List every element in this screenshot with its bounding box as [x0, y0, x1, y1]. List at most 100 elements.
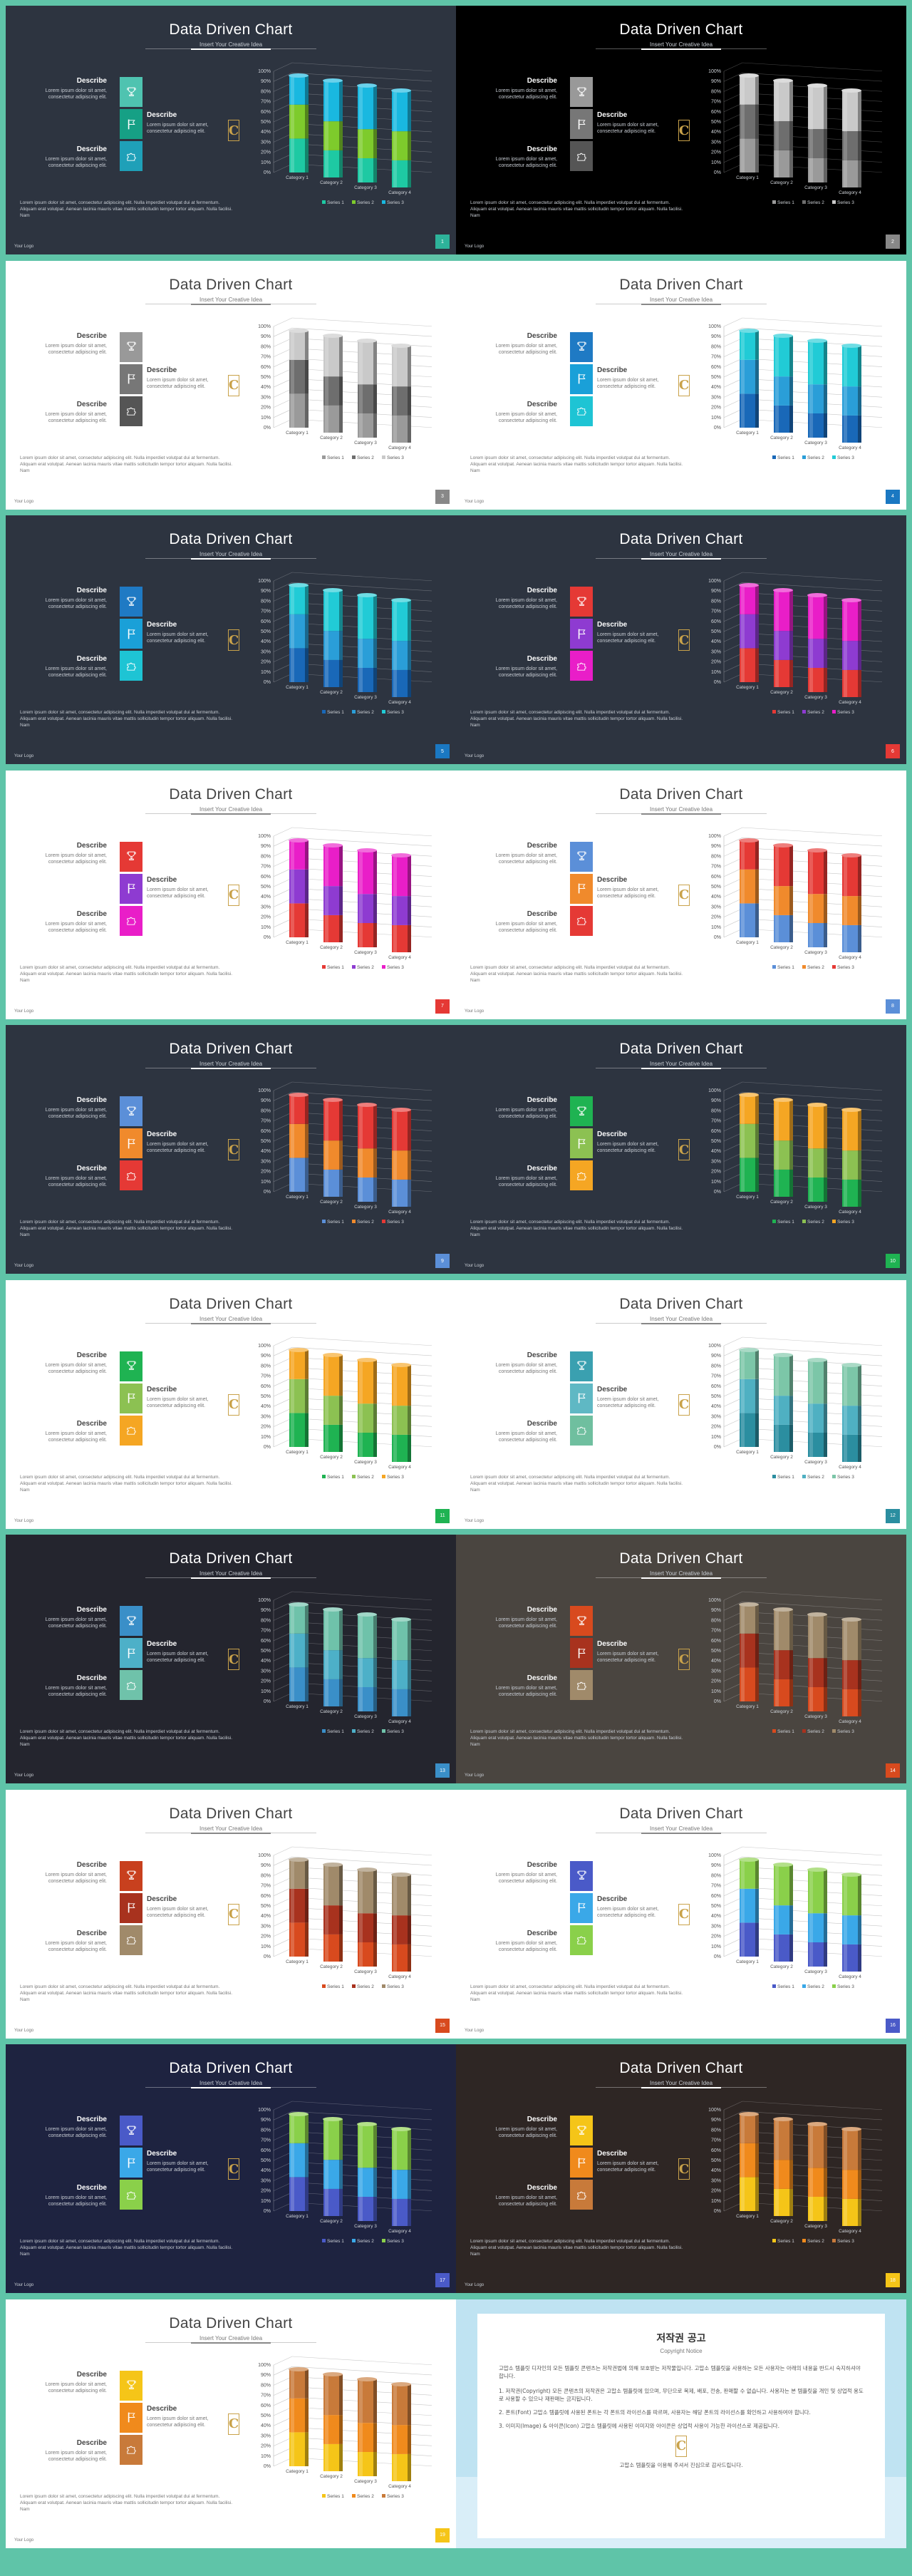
bar-segment-side [373, 129, 377, 158]
trophy-icon-block [570, 841, 593, 872]
legend-swatch [382, 1729, 385, 1733]
category-label: Category 3 [354, 2224, 377, 2229]
describe-heading: Describe [147, 875, 177, 884]
y-tick-label: 50% [711, 2158, 721, 2163]
y-tick-label: 90% [261, 1354, 271, 1359]
title-underline-accent [641, 303, 721, 305]
title-underline-accent [191, 813, 271, 815]
body-paragraph: Lorem ipsum dolor sit amet, consectetur … [20, 200, 233, 218]
describe-text: Lorem ipsum dolor sit amet, consectetur … [45, 1431, 107, 1443]
bar-top [357, 2122, 377, 2126]
y-tick-label: 20% [711, 660, 721, 665]
y-tick-label: 10% [261, 160, 271, 165]
bar-segment-side [858, 131, 861, 160]
flag-icon [128, 1393, 135, 1403]
legend-label: Series 1 [327, 965, 344, 970]
grid-line-depth [273, 928, 293, 937]
bar-segment-highlight [325, 845, 328, 886]
describe-text: Lorem ipsum dolor sit amet, consectetur … [45, 1872, 107, 1884]
flag-icon-block [120, 873, 142, 904]
bar-segment-highlight [359, 2168, 363, 2197]
slide-title: Data Driven Chart [619, 1805, 743, 1822]
legend-label: Series 3 [837, 1729, 854, 1734]
legend-swatch [772, 1220, 776, 1223]
grid-line-depth [273, 123, 293, 133]
title-underline-accent [191, 1068, 271, 1069]
grid-line-depth [273, 1846, 293, 1855]
y-tick-label: 40% [711, 1914, 721, 1919]
describe-heading: Describe [527, 841, 557, 850]
bar-segment-highlight [775, 659, 779, 687]
bar-segment-side [858, 1944, 861, 1972]
y-tick-label: 30% [711, 140, 721, 145]
grid-line-depth [273, 2182, 293, 2191]
grid-line [742, 1336, 883, 1346]
bar-segment-side [305, 1123, 309, 1158]
category-label: Category 3 [354, 185, 377, 190]
bar-segment-highlight [775, 121, 779, 150]
bar-segment-side [305, 1349, 309, 1379]
bar-segment-side [339, 81, 343, 122]
y-tick-label: 60% [261, 619, 271, 624]
grid-line-depth [273, 897, 293, 907]
describe-block-2: Describe Lorem ipsum dolor sit amet, cons… [147, 2405, 225, 2428]
bar-top [323, 1352, 343, 1357]
y-tick-label: 70% [261, 2138, 271, 2143]
describe-heading: Describe [597, 1385, 628, 1393]
grid-line-depth [723, 877, 743, 887]
bar-segment-side [339, 376, 343, 406]
grid-line-depth [723, 1153, 743, 1162]
trophy-icon-block [570, 331, 593, 362]
y-tick-label: 20% [261, 405, 271, 410]
page-number: 1 [435, 235, 450, 249]
describe-text: Lorem ipsum dolor sit amet, consectetur … [45, 411, 107, 423]
bar-segment-highlight [359, 2124, 363, 2168]
bar-segment-side [755, 585, 759, 614]
grid-line-depth [723, 93, 743, 102]
y-tick-label: 60% [711, 1639, 721, 1644]
bar-segment-side [373, 2451, 377, 2476]
legend-swatch [832, 455, 836, 459]
describe-text: Lorem ipsum dolor sit amet, consectetur … [495, 1431, 557, 1443]
flag-icon [128, 883, 135, 894]
body-paragraph: Lorem ipsum dolor sit amet, consectetur … [470, 455, 683, 473]
grid-line-depth [273, 2356, 293, 2365]
legend-swatch [352, 1220, 356, 1223]
bar-segment-highlight [359, 1658, 363, 1687]
category-label: Category 4 [839, 1210, 861, 1215]
legend-label: Series 3 [837, 1220, 854, 1225]
trophy-icon [576, 597, 586, 606]
bar-segment-side [824, 2197, 827, 2221]
bar-segment-side [339, 659, 343, 687]
legend-label: Series 3 [837, 710, 854, 715]
y-tick-label: 50% [711, 120, 721, 125]
bar-segment-side [305, 2431, 309, 2466]
describe-block-1: Describe Lorem ipsum dolor sit amet, cons… [472, 1096, 557, 1120]
describe-heading: Describe [527, 1606, 557, 1614]
bar-top [739, 1857, 759, 1862]
bar-segment-side [305, 648, 309, 682]
legend-label: Series 2 [807, 200, 824, 205]
trophy-icon-block [120, 1606, 142, 1636]
bar-top [773, 2117, 793, 2121]
bar-segment-highlight [844, 345, 847, 386]
bar-segment-side [305, 1888, 309, 1922]
grid-line [742, 1591, 883, 1601]
y-tick-label: 40% [711, 1404, 721, 1409]
bar-segment-side [373, 413, 377, 438]
bar-segment-side [339, 1100, 343, 1141]
bar-segment-side [408, 1364, 411, 1406]
bar-segment-highlight [844, 160, 847, 187]
legend-label: Series 1 [327, 1220, 344, 1225]
bar-segment-side [755, 1604, 759, 1634]
y-tick-label: 60% [261, 110, 271, 115]
category-label: Category 2 [320, 436, 343, 441]
footer-logo-text: Your Logo [14, 1773, 34, 1778]
describe-heading: Describe [147, 1895, 177, 1903]
legend-label: Series 3 [387, 455, 404, 460]
slide-title: Data Driven Chart [619, 785, 743, 803]
describe-heading: Describe [76, 1929, 107, 1937]
category-label: Category 1 [286, 431, 309, 436]
trophy-icon [126, 1616, 136, 1625]
describe-text: Lorem ipsum dolor sit amet, consectetur … [45, 1108, 107, 1119]
